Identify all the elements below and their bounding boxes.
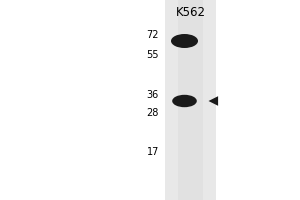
Text: 17: 17 bbox=[147, 147, 159, 157]
Text: K562: K562 bbox=[176, 6, 206, 20]
Text: 55: 55 bbox=[146, 50, 159, 60]
Ellipse shape bbox=[171, 34, 198, 48]
Text: 28: 28 bbox=[147, 108, 159, 118]
Polygon shape bbox=[208, 96, 218, 106]
Text: 36: 36 bbox=[147, 90, 159, 100]
Text: 72: 72 bbox=[146, 30, 159, 40]
Bar bbox=[165, 0, 216, 200]
Bar bbox=[0, 0, 165, 200]
Ellipse shape bbox=[172, 95, 197, 107]
Bar bbox=[216, 0, 300, 200]
Bar bbox=[178, 0, 203, 200]
